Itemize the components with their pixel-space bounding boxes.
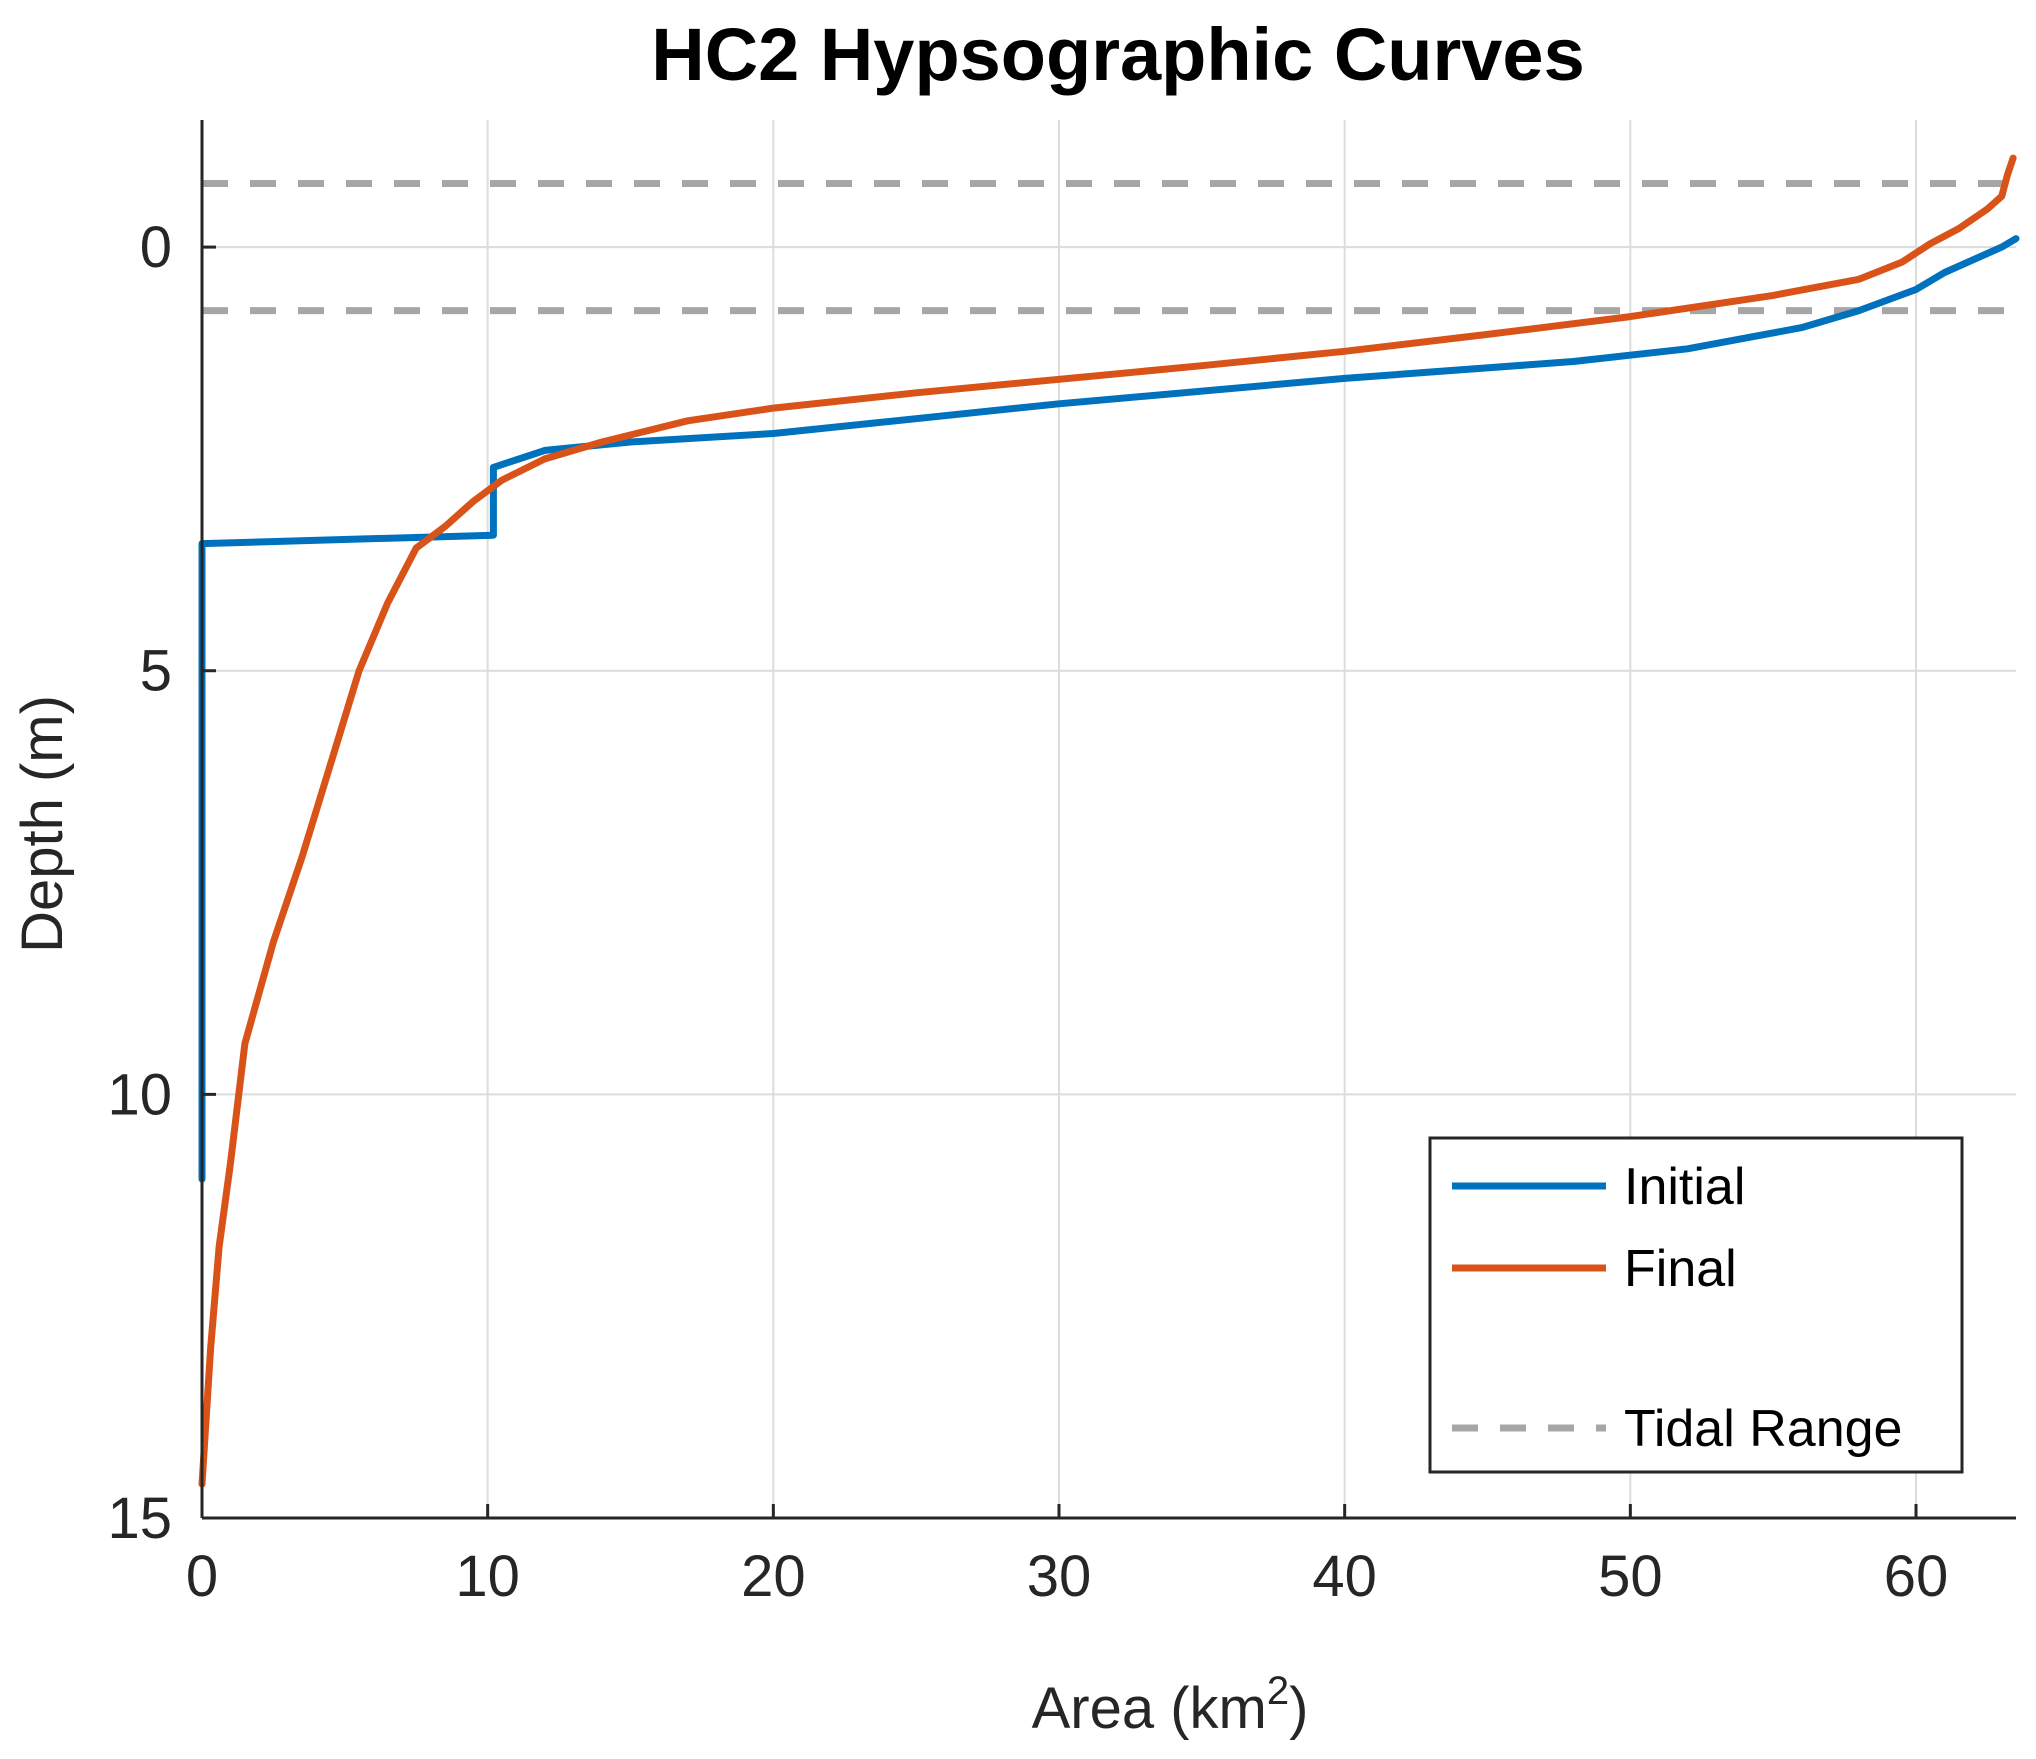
x-tick-label-3: 30 bbox=[1027, 1544, 1092, 1609]
legend-label-initial: Initial bbox=[1624, 1158, 1745, 1216]
x-axis-label-suffix: ) bbox=[1289, 1676, 1308, 1741]
x-axis-label-superscript: 2 bbox=[1267, 1669, 1289, 1713]
axes bbox=[200, 120, 2016, 1520]
legend: Initial Final Tidal Range bbox=[1428, 1136, 1964, 1474]
y-tick-label-0: 0 bbox=[140, 215, 172, 280]
y-tick-label-2: 10 bbox=[107, 1062, 172, 1127]
series-line-final bbox=[198, 154, 2017, 1488]
x-axis-label: Area (km2) bbox=[1032, 1669, 1309, 1741]
x-tick-label-0: 0 bbox=[186, 1544, 218, 1609]
y-tick-label-3: 15 bbox=[107, 1486, 172, 1551]
x-tick-label-5: 50 bbox=[1598, 1544, 1663, 1609]
x-axis-label-text: Area (km bbox=[1032, 1676, 1267, 1741]
x-tick-label-6: 60 bbox=[1884, 1544, 1949, 1609]
tidal-range-lines bbox=[202, 180, 2016, 315]
chart-title: HC2 Hypsographic Curves bbox=[651, 13, 1585, 96]
series-line-initial bbox=[198, 235, 2020, 1183]
x-tick-label-1: 10 bbox=[455, 1544, 520, 1609]
y-axis-label: Depth (m) bbox=[10, 695, 75, 953]
x-tick-label-2: 20 bbox=[741, 1544, 806, 1609]
legend-label-tidal-range: Tidal Range bbox=[1624, 1400, 1902, 1458]
tick-labels: 0 10 20 30 40 50 60 0 5 10 15 bbox=[107, 215, 1948, 1609]
legend-label-final: Final bbox=[1624, 1240, 1737, 1298]
x-tick-label-4: 40 bbox=[1312, 1544, 1377, 1609]
legend-box bbox=[1428, 1136, 1964, 1474]
series-lines bbox=[198, 154, 2020, 1488]
y-tick-label-1: 5 bbox=[140, 639, 172, 704]
